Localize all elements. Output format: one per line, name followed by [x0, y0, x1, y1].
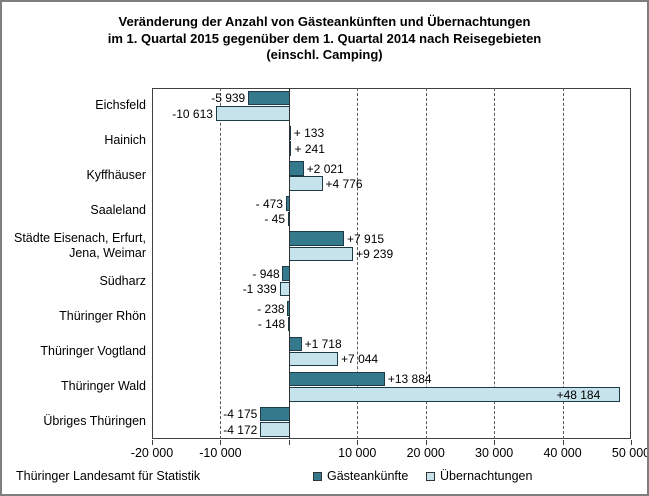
bar-value-label: + 241 [294, 141, 325, 156]
bar-overnight-stays [260, 422, 290, 437]
bar-value-label: + 133 [293, 126, 325, 141]
bar-guest-arrivals [288, 161, 304, 176]
x-axis-tick-label: 30 000 [475, 446, 514, 460]
category-label: Saaleland [90, 203, 146, 218]
bar-value-label: +48 184 [556, 387, 601, 402]
x-axis-tick [494, 440, 496, 445]
x-axis-tick [220, 440, 222, 445]
x-axis-tick-label: 10 000 [338, 446, 377, 460]
bar-value-label: +9 239 [356, 247, 394, 262]
bar-value-label: -10 613 [172, 106, 213, 121]
chart-title: Veränderung der Anzahl von Gästeankünfte… [2, 14, 647, 64]
bar-value-label: - 148 [257, 317, 286, 332]
bar-value-label: +4 776 [325, 176, 363, 191]
chart-title-line-2: im 1. Quartal 2015 gegenüber dem 1. Quar… [107, 30, 542, 46]
bar-guest-arrivals [248, 90, 290, 106]
bar-value-label: -1 339 [242, 282, 277, 297]
legend-label-uebernachtungen: Übernachtungen [440, 469, 533, 483]
x-axis-tick-label: -10 000 [199, 446, 242, 460]
bar-value-label: +1 718 [304, 337, 342, 351]
category-label: Kyffhäuser [86, 168, 146, 183]
gridline-40000 [562, 88, 564, 439]
bar-value-label: - 45 [264, 212, 286, 226]
gridline--10000 [220, 88, 222, 439]
bar-overnight-stays [288, 246, 354, 262]
bar-value-label: +7 044 [341, 352, 379, 367]
x-axis-tick [357, 440, 359, 445]
legend-label-gaesteankuenfte: Gästeankünfte [327, 469, 409, 483]
chart-title-line-3: (einschl. Camping) [266, 47, 383, 62]
bar-value-label: -5 939 [211, 91, 246, 106]
source-credit: Thüringer Landesamt für Statistik [16, 469, 201, 483]
bar-guest-arrivals [288, 371, 385, 387]
x-axis-tick [152, 440, 153, 445]
x-axis-tick [288, 440, 290, 445]
plot-area [152, 88, 631, 439]
bar-value-label: -4 175 [223, 407, 258, 422]
x-axis-tick [631, 440, 632, 445]
category-label: Städte Eisenach, Erfurt, Jena, Weimar [13, 230, 146, 260]
bar-overnight-stays [288, 351, 339, 367]
bar-value-label: +7 915 [347, 231, 385, 246]
category-label: Thüringer Vogtland [40, 343, 146, 358]
bar-guest-arrivals [260, 406, 290, 422]
category-label: Eichsfeld [95, 98, 146, 113]
legend-item-uebernachtungen: Übernachtungen [426, 469, 532, 483]
x-axis-tick-label: 50 000 [611, 446, 649, 460]
bar-overnight-stays [288, 176, 323, 191]
bar-guest-arrivals [288, 231, 344, 246]
bar-overnight-stays [216, 106, 290, 121]
x-axis-tick [562, 440, 564, 445]
gridline-20000 [425, 88, 427, 439]
x-axis-tick-label: 40 000 [543, 446, 582, 460]
bar-value-label: -4 172 [223, 422, 258, 437]
legend-swatch-uebernachtungen-icon [426, 471, 435, 481]
legend-swatch-gaesteankuenfte-icon [313, 471, 322, 481]
bar-value-label: +13 884 [387, 372, 432, 387]
gridline-10000 [357, 88, 359, 439]
category-label: Thüringer Rhön [59, 308, 146, 323]
category-label: Thüringer Wald [61, 378, 146, 393]
bar-value-label: - 948 [252, 266, 280, 281]
gridline-30000 [494, 88, 496, 439]
x-axis-tick-label: 20 000 [406, 446, 445, 460]
category-label: Südharz [99, 273, 146, 288]
category-label: Übriges Thüringen [43, 413, 146, 428]
x-axis-tick-label: -20 000 [130, 446, 174, 460]
bar-value-label: +2 021 [306, 161, 344, 176]
category-label: Hainich [104, 133, 146, 148]
zero-axis-line [288, 88, 290, 439]
bar-guest-arrivals [288, 336, 302, 351]
bar-value-label: - 238 [257, 301, 285, 316]
legend-item-gaesteankuenfte: Gästeankünfte [313, 469, 408, 483]
bar-value-label: - 473 [255, 196, 283, 211]
chart-title-line-1: Veränderung der Anzahl von Gästeankünfte… [118, 14, 531, 29]
x-axis-tick [425, 440, 427, 445]
